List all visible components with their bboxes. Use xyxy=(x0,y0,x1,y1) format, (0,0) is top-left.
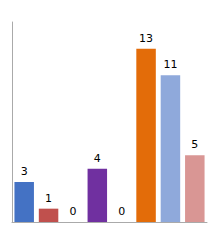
svg-text:3: 3 xyxy=(21,165,28,178)
svg-text:5: 5 xyxy=(191,138,198,151)
svg-text:1: 1 xyxy=(45,192,52,205)
svg-text:0: 0 xyxy=(118,205,125,218)
svg-text:13: 13 xyxy=(139,32,153,45)
svg-text:0: 0 xyxy=(69,205,76,218)
svg-text:4: 4 xyxy=(94,152,101,165)
svg-text:11: 11 xyxy=(163,58,177,71)
